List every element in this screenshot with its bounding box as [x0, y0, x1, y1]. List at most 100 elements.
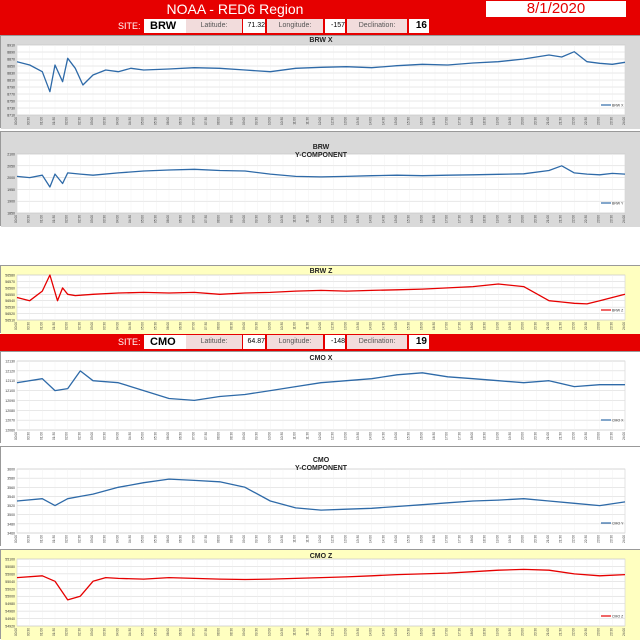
x-tick-label: 20:30: [533, 535, 537, 543]
x-tick-label: 08:30: [229, 117, 233, 125]
x-tick-label: 01:30: [52, 322, 56, 330]
x-tick-label: 06:30: [179, 432, 183, 440]
x-tick-label: 19:00: [495, 322, 499, 330]
x-tick-label: 18:30: [483, 322, 487, 330]
chart-title: BRW: [312, 144, 330, 151]
x-tick-label: 08:30: [229, 322, 233, 330]
x-tick-label: 06:00: [166, 628, 170, 636]
y-tick-label: 8890: [7, 51, 15, 55]
y-tick-label: 3480: [7, 522, 15, 526]
site-code: CMO: [144, 335, 190, 349]
x-tick-label: 20:30: [533, 117, 537, 125]
y-tick-label: 54980: [5, 602, 15, 606]
x-tick-label: 10:00: [267, 628, 271, 636]
x-tick-label: 20:00: [521, 628, 525, 636]
x-tick-label: 04:30: [128, 117, 132, 125]
x-tick-label: 23:30: [609, 535, 613, 543]
chart-title: CMO X: [309, 355, 333, 362]
y-tick-label: 54960: [5, 610, 15, 614]
x-tick-label: 19:30: [508, 117, 512, 125]
x-tick-label: 09:00: [242, 322, 246, 330]
x-tick-label: 07:30: [204, 322, 208, 330]
x-tick-label: 10:00: [267, 432, 271, 440]
y-tick-label: 56540: [5, 299, 15, 303]
x-tick-label: 13:30: [356, 117, 360, 125]
y-tick-label: 3540: [7, 495, 15, 499]
x-tick-label: 00:30: [27, 432, 31, 440]
x-tick-label: 07:00: [191, 432, 195, 440]
y-tick-label: 56570: [5, 280, 15, 284]
y-tick-label: 8710: [7, 114, 15, 118]
declination-label: Declination:: [347, 335, 407, 349]
x-tick-label: 24:00: [622, 117, 626, 125]
x-tick-label: 14:30: [381, 117, 385, 125]
x-tick-label: 14:00: [369, 628, 373, 636]
x-tick-label: 18:30: [483, 628, 487, 636]
x-tick-label: 20:30: [533, 215, 537, 223]
x-tick-label: 04:00: [115, 628, 119, 636]
series-line: [16, 370, 625, 402]
x-tick-label: 09:00: [242, 628, 246, 636]
x-tick-label: 22:30: [584, 322, 588, 330]
x-tick-label: 08:30: [229, 432, 233, 440]
x-tick-label: 18:30: [483, 432, 487, 440]
x-tick-label: 00:30: [27, 117, 31, 125]
x-tick-label: 19:30: [508, 215, 512, 223]
x-tick-label: 20:30: [533, 628, 537, 636]
x-tick-label: 05:30: [153, 432, 157, 440]
x-tick-label: 12:30: [331, 535, 335, 543]
x-tick-label: 22:30: [584, 117, 588, 125]
x-tick-label: 05:30: [153, 322, 157, 330]
x-tick-label: 09:00: [242, 535, 246, 543]
x-tick-label: 09:00: [242, 215, 246, 223]
x-tick-label: 11:30: [305, 215, 309, 223]
x-tick-label: 21:00: [546, 432, 550, 440]
x-tick-label: 19:30: [508, 535, 512, 543]
x-tick-label: 13:00: [343, 215, 347, 223]
y-tick-label: 8770: [7, 93, 15, 97]
y-tick-label: 56550: [5, 293, 15, 297]
x-tick-label: 22:00: [571, 215, 575, 223]
x-tick-label: 08:00: [217, 322, 221, 330]
longitude-value: -148: [325, 335, 345, 349]
y-tick-label: 1950: [7, 188, 15, 192]
x-tick-label: 22:30: [584, 628, 588, 636]
x-tick-label: 04:30: [128, 535, 132, 543]
y-tick-label: 56530: [5, 306, 15, 310]
latitude-value: 64.87: [243, 335, 265, 349]
x-tick-label: 21:00: [546, 322, 550, 330]
x-tick-label: 16:30: [432, 322, 436, 330]
x-tick-label: 07:00: [191, 117, 195, 125]
site-code: BRW: [144, 19, 190, 33]
x-tick-label: 10:30: [280, 117, 284, 125]
x-tick-label: 24:00: [622, 322, 626, 330]
x-tick-label: 04:30: [128, 215, 132, 223]
longitude-label: Longitude:: [267, 335, 323, 349]
x-tick-label: 21:30: [559, 628, 563, 636]
x-tick-label: 16:00: [419, 322, 423, 330]
x-tick-label: 15:30: [407, 432, 411, 440]
x-tick-label: 04:00: [115, 432, 119, 440]
x-tick-label: 01:00: [39, 628, 43, 636]
x-tick-label: 17:30: [457, 432, 461, 440]
declination-value: 19: [409, 335, 429, 349]
x-tick-label: 12:30: [331, 215, 335, 223]
y-tick-label: 2100: [7, 153, 15, 157]
x-tick-label: 07:30: [204, 535, 208, 543]
x-tick-label: 18:00: [470, 628, 474, 636]
x-tick-label: 10:00: [267, 117, 271, 125]
x-tick-label: 22:00: [571, 117, 575, 125]
longitude-label: Longitude:: [267, 19, 323, 33]
site-bar-brw: SITE: BRW Latitude: 71.32 Longitude: -15…: [0, 18, 640, 35]
x-tick-label: 16:30: [432, 628, 436, 636]
x-tick-label: 23:00: [597, 117, 601, 125]
x-tick-label: 22:00: [571, 535, 575, 543]
x-tick-label: 21:00: [546, 628, 550, 636]
x-tick-label: 11:00: [293, 432, 297, 440]
x-tick-label: 17:30: [457, 628, 461, 636]
x-tick-label: 22:30: [584, 535, 588, 543]
x-tick-label: 16:00: [419, 432, 423, 440]
x-tick-label: 12:00: [318, 215, 322, 223]
x-tick-label: 16:00: [419, 117, 423, 125]
